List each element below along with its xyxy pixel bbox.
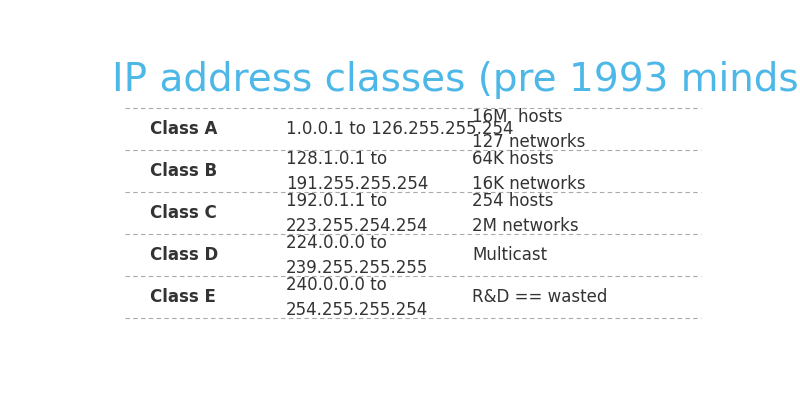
Text: 254 hosts
2M networks: 254 hosts 2M networks	[472, 192, 578, 235]
Text: 128.1.0.1 to
191.255.255.254: 128.1.0.1 to 191.255.255.254	[286, 150, 428, 193]
Text: Class B: Class B	[150, 162, 217, 180]
Text: 240.0.0.0 to
254.255.255.254: 240.0.0.0 to 254.255.255.254	[286, 276, 428, 319]
Text: 16M  hosts
127 networks: 16M hosts 127 networks	[472, 108, 586, 151]
Text: Class D: Class D	[150, 246, 218, 264]
Text: Class E: Class E	[150, 288, 215, 306]
Text: IP address classes (pre 1993 mindset): IP address classes (pre 1993 mindset)	[112, 61, 800, 99]
Text: Class C: Class C	[150, 204, 216, 222]
Text: Class A: Class A	[150, 120, 217, 138]
Text: 1.0.0.1 to 126.255.255.254: 1.0.0.1 to 126.255.255.254	[286, 120, 514, 138]
Text: Multicast: Multicast	[472, 246, 547, 264]
Text: 224.0.0.0 to
239.255.255.255: 224.0.0.0 to 239.255.255.255	[286, 234, 428, 277]
Text: R&D == wasted: R&D == wasted	[472, 288, 607, 306]
Text: 64K hosts
16K networks: 64K hosts 16K networks	[472, 150, 586, 193]
Text: 192.0.1.1 to
223.255.254.254: 192.0.1.1 to 223.255.254.254	[286, 192, 429, 235]
